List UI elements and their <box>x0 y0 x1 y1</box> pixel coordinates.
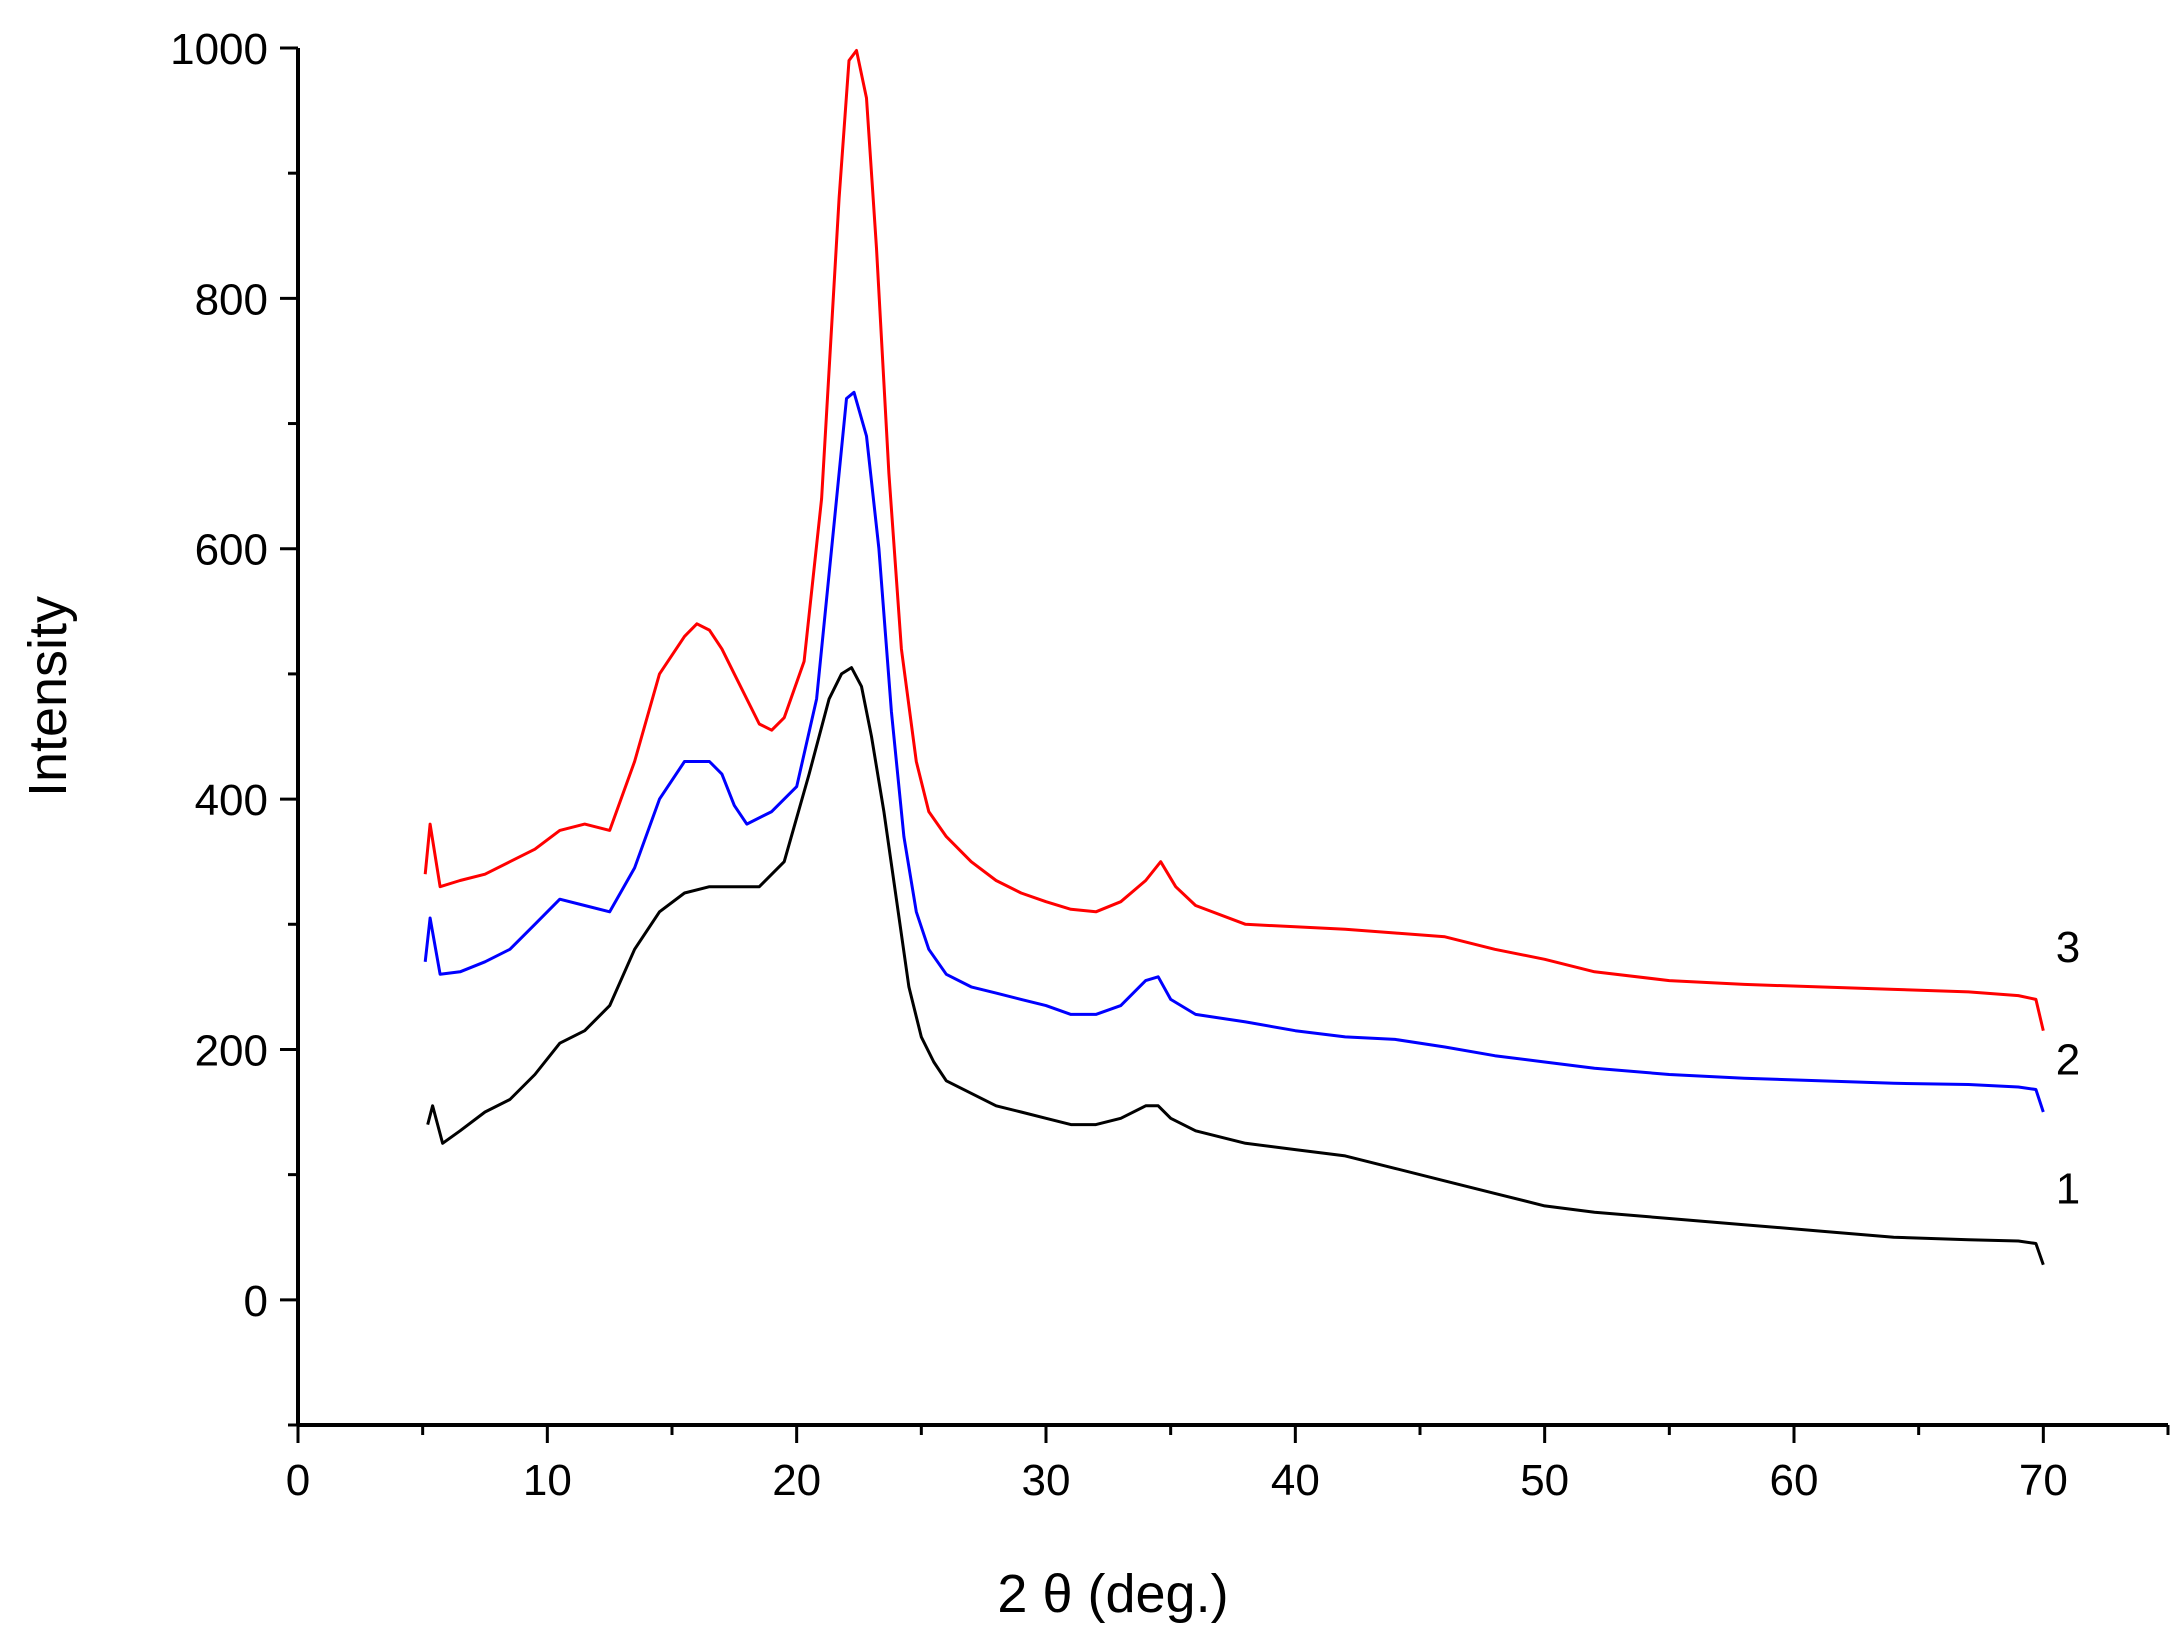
y-tick-label: 800 <box>195 275 268 324</box>
x-tick-label: 10 <box>523 1456 572 1505</box>
y-tick-label: 400 <box>195 776 268 825</box>
y-axis-title: Intensity <box>18 596 78 797</box>
series-number-label: 1 <box>2056 1164 2080 1213</box>
x-tick-label: 20 <box>772 1456 821 1505</box>
x-axis-title: 2 θ (deg.) <box>997 1564 1228 1624</box>
x-tick-label: 0 <box>286 1456 310 1505</box>
x-tick-label: 40 <box>1271 1456 1320 1505</box>
x-tick-label: 60 <box>1770 1456 1819 1505</box>
y-tick-label: 1000 <box>170 25 268 74</box>
x-tick-label: 30 <box>1022 1456 1071 1505</box>
series-line-2 <box>423 390 2045 1113</box>
series-line-3 <box>423 49 2045 1032</box>
axes <box>296 48 2168 1427</box>
series-line-1 <box>426 666 2045 1266</box>
ticks: 0 10 20 30 40 50 60 70 0 200 400 600 800 1000 <box>170 25 2170 1505</box>
series-lines <box>423 49 2045 1266</box>
y-tick-label: 600 <box>195 526 268 575</box>
x-tick-label: 70 <box>2019 1456 2068 1505</box>
x-tick-label: 50 <box>1520 1456 1569 1505</box>
y-tick-label: 200 <box>195 1026 268 1075</box>
series-number-label: 2 <box>2056 1035 2080 1084</box>
series-number-label: 3 <box>2056 923 2080 972</box>
y-tick-label: 0 <box>244 1277 268 1326</box>
series-labels: 1 2 3 <box>2056 923 2080 1214</box>
